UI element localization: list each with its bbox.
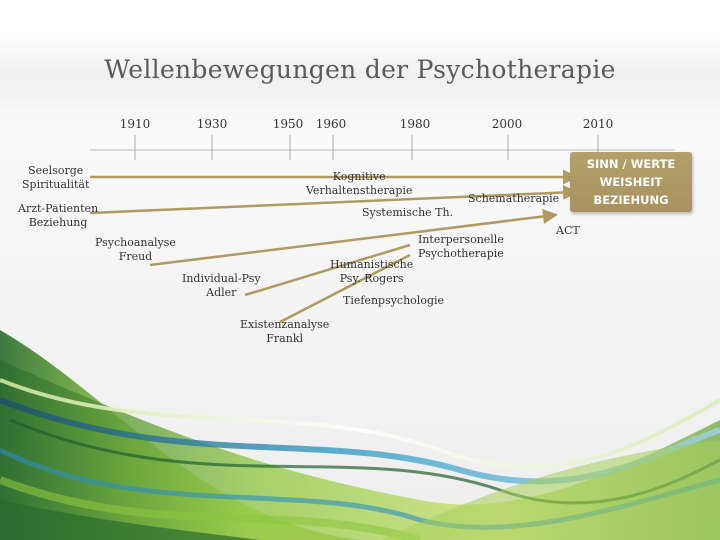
label-psychoanalyse: Psychoanalyse Freud bbox=[95, 236, 176, 263]
label-act: ACT bbox=[556, 224, 580, 237]
label-schematherapie: Schematherapie bbox=[468, 192, 560, 205]
callout-sinn-werte: SINN / WERTE WEISHEIT BEZIEHUNG bbox=[570, 152, 692, 212]
arrow-existenz bbox=[279, 253, 411, 324]
label-existenzanalyse: Existenzanalyse Frankl bbox=[240, 318, 330, 345]
year-label: 1910 bbox=[119, 117, 151, 131]
year-label: 2010 bbox=[582, 117, 614, 131]
timeline bbox=[90, 135, 675, 160]
arrow-psychoanalyse bbox=[149, 209, 558, 267]
page-title: Wellenbewegungen der Psychotherapie bbox=[104, 55, 616, 84]
label-systemische: Systemische Th. bbox=[362, 206, 454, 219]
label-individualpsychologie: Individual-Psy Adler bbox=[182, 272, 261, 299]
label-interpersonelle: Interpersonelle Psychotherapie bbox=[418, 233, 504, 260]
label-kognitive: Kognitive Verhaltenstherapie bbox=[306, 170, 413, 197]
arrow-individual bbox=[244, 243, 411, 297]
year-label: 1980 bbox=[399, 117, 431, 131]
year-label: 1950 bbox=[272, 117, 304, 131]
label-seelsorge: Seelsorge Spiritualität bbox=[22, 164, 90, 191]
year-label: 2000 bbox=[491, 117, 523, 131]
arrow-arzt bbox=[89, 185, 578, 215]
arrows bbox=[89, 169, 578, 324]
decorative-waves bbox=[0, 330, 720, 540]
year-label: 1960 bbox=[315, 117, 347, 131]
label-arzt-patienten: Arzt-Patienten Beziehung bbox=[18, 202, 99, 229]
year-label: 1930 bbox=[196, 117, 228, 131]
label-tiefenpsychologie: Tiefenpsychologie bbox=[343, 294, 445, 307]
title-band bbox=[0, 32, 720, 124]
label-humanistische: Humanistische Psy. Rogers bbox=[330, 258, 414, 285]
